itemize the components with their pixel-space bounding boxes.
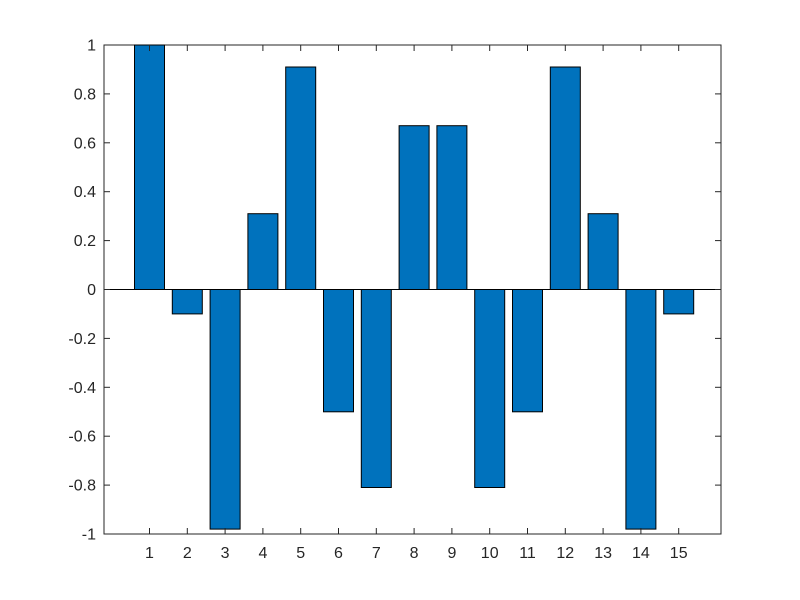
x-tick-label: 4 [258,545,267,562]
bar-14 [625,289,657,530]
bar-7 [360,289,392,488]
bar-15 [663,289,695,315]
bar-12 [549,66,581,290]
x-tick-label: 10 [481,545,499,562]
x-tick-label: 7 [372,545,381,562]
bar-11 [512,289,543,413]
bar-10 [474,289,506,488]
bar-6 [323,289,354,413]
x-tick-label: 14 [632,545,650,562]
y-tick-label: -0.8 [68,478,96,495]
bar-8 [398,125,430,290]
y-tick-label: 0 [87,282,96,299]
x-tick-label: 9 [447,545,456,562]
x-tick-label: 3 [221,545,230,562]
x-axis: 1 2 3 4 5 6 7 8 9 10 11 12 13 14 15 [145,45,688,562]
bar-2 [171,289,203,315]
bar-4 [247,213,279,290]
x-tick-label: 11 [519,545,536,562]
bars-group [134,44,695,530]
y-tick-label: 1 [87,38,96,55]
x-tick-label: 1 [145,545,154,562]
y-tick-label: 0.2 [74,233,96,250]
y-tick-label: -0.2 [68,331,96,348]
y-tick-label: -1 [82,527,96,544]
x-tick-label: 8 [410,545,419,562]
bar-3 [209,289,241,530]
y-tick-label: 0.6 [74,135,96,152]
x-tick-label: 12 [556,545,574,562]
y-axis: -1 -0.8 -0.6 -0.4 -0.2 0 0.2 0.4 0.6 0.8 1 [68,38,721,544]
bar-5 [285,66,317,290]
x-tick-label: 2 [183,545,192,562]
y-tick-label: 0.4 [74,184,96,201]
bar-13 [587,213,619,290]
bar-1 [134,44,165,290]
x-tick-label: 13 [594,545,612,562]
x-tick-label: 6 [334,545,343,562]
x-tick-label: 15 [670,545,688,562]
y-tick-label: -0.6 [68,429,96,446]
y-tick-label: -0.4 [68,380,96,397]
y-tick-label: 0.8 [74,86,96,103]
x-tick-label: 5 [296,545,305,562]
bar-9 [436,125,468,290]
